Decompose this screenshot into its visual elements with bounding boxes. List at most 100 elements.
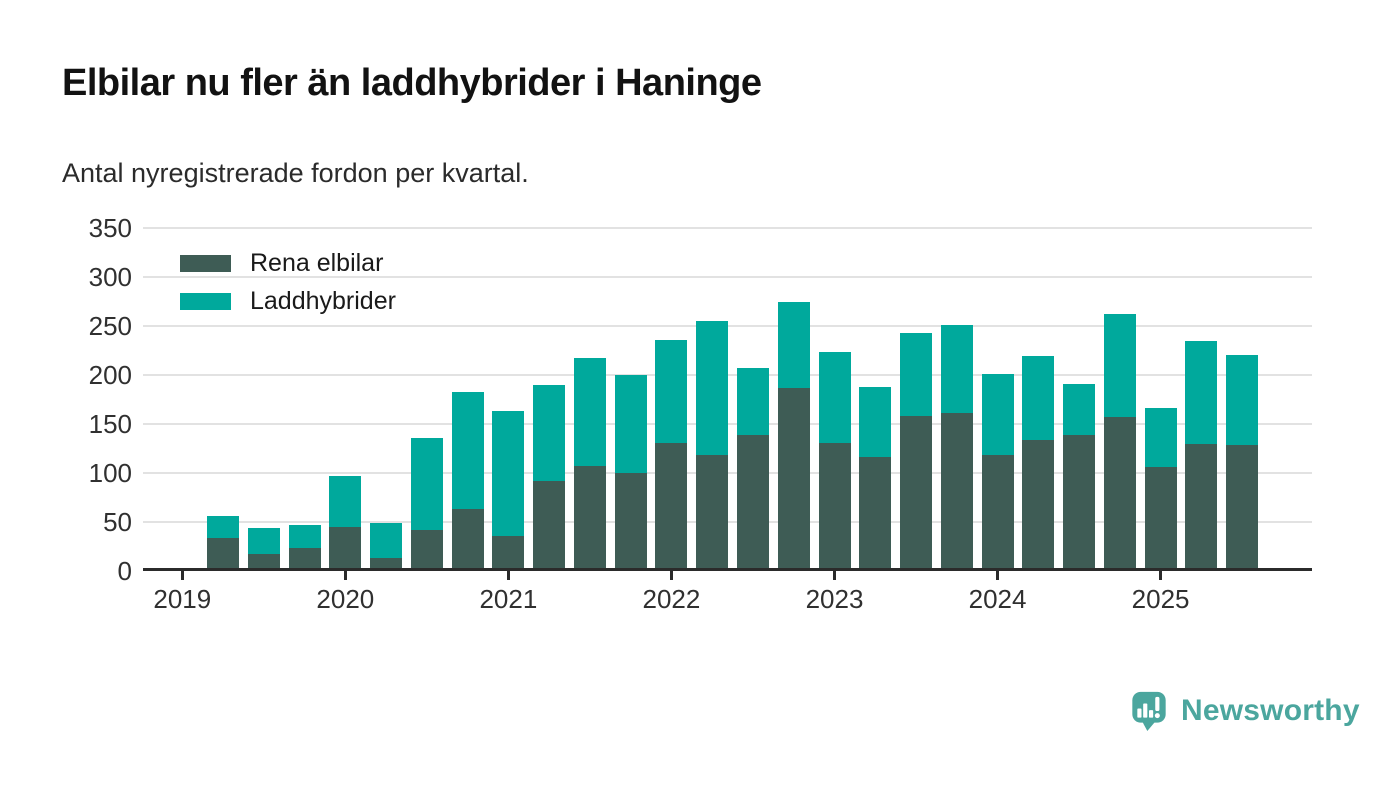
bar-segment-laddhybrider bbox=[1226, 355, 1259, 445]
y-axis-label-0: 0 bbox=[117, 556, 132, 586]
bar-segment-laddhybrider bbox=[736, 368, 769, 435]
x-axis-line bbox=[143, 568, 1312, 571]
bar-segment-laddhybrider bbox=[533, 384, 566, 481]
bar-segment-laddhybrider bbox=[655, 339, 688, 443]
bar-2022-q2 bbox=[696, 321, 729, 571]
bar-segment-rena-elbilar bbox=[859, 457, 892, 571]
bar-2020-q3 bbox=[410, 437, 443, 571]
bar-segment-rena-elbilar bbox=[533, 480, 566, 571]
y-axis-label-350: 350 bbox=[88, 213, 132, 243]
bar-2022-q1 bbox=[655, 339, 688, 571]
bar-2021-q3 bbox=[573, 358, 606, 571]
bar-2021-q1 bbox=[492, 411, 525, 571]
brand-name: Newsworthy bbox=[1181, 694, 1360, 727]
bar-segment-laddhybrider bbox=[777, 301, 810, 388]
bar-2025-q3 bbox=[1226, 355, 1259, 571]
y-axis-label-50: 50 bbox=[103, 507, 132, 537]
bar-2024-q4 bbox=[1103, 314, 1136, 571]
bar-2023-q2 bbox=[859, 386, 892, 571]
bar-segment-laddhybrider bbox=[247, 527, 280, 555]
legend-label: Laddhybrider bbox=[250, 287, 396, 315]
x-axis-tick-2024 bbox=[996, 571, 1000, 580]
bar-segment-laddhybrider bbox=[1063, 383, 1096, 435]
bar-segment-laddhybrider bbox=[410, 437, 443, 530]
plot-area bbox=[143, 227, 1312, 571]
bar-segment-rena-elbilar bbox=[1144, 467, 1177, 571]
bar-segment-laddhybrider bbox=[329, 475, 362, 527]
y-axis-label-100: 100 bbox=[88, 458, 132, 488]
newsworthy-brand: Newsworthy bbox=[1129, 690, 1360, 732]
bar-2021-q4 bbox=[614, 375, 647, 571]
bar-2023-q4 bbox=[940, 325, 973, 571]
bar-2020-q4 bbox=[451, 391, 484, 571]
x-axis-label-2023: 2023 bbox=[805, 584, 864, 614]
bar-2020-q2 bbox=[370, 523, 403, 571]
bar-2025-q1 bbox=[1144, 408, 1177, 571]
bar-segment-rena-elbilar bbox=[1022, 439, 1055, 571]
gridline-y-350 bbox=[143, 227, 1312, 229]
bar-segment-laddhybrider bbox=[981, 374, 1014, 456]
bar-2019-q4 bbox=[288, 524, 321, 571]
legend: Rena elbilar Laddhybrider bbox=[180, 249, 396, 327]
bar-segment-rena-elbilar bbox=[696, 455, 729, 571]
x-axis-tick-2023 bbox=[833, 571, 836, 580]
x-axis-label-2020: 2020 bbox=[316, 584, 375, 614]
bar-segment-rena-elbilar bbox=[1063, 434, 1096, 571]
bar-segment-rena-elbilar bbox=[329, 526, 362, 571]
chart-title: Elbilar nu fler än laddhybrider i Haning… bbox=[62, 62, 762, 104]
x-axis-tick-2021 bbox=[506, 571, 510, 580]
bar-segment-laddhybrider bbox=[1144, 408, 1177, 468]
bar-2024-q2 bbox=[1022, 356, 1055, 571]
bar-2019-q2 bbox=[207, 516, 240, 571]
bar-segment-rena-elbilar bbox=[818, 442, 851, 571]
legend-item-rena-elbilar: Rena elbilar bbox=[180, 249, 396, 277]
bar-segment-rena-elbilar bbox=[1226, 444, 1259, 571]
bar-2020-q1 bbox=[329, 475, 362, 571]
bar-2023-q1 bbox=[818, 351, 851, 571]
bar-segment-laddhybrider bbox=[900, 332, 933, 417]
bar-2025-q2 bbox=[1185, 340, 1218, 571]
bar-2024-q3 bbox=[1063, 383, 1096, 571]
gridline-y-300 bbox=[143, 276, 1312, 278]
bar-segment-rena-elbilar bbox=[451, 509, 484, 571]
newsworthy-pin-barchart-icon bbox=[1132, 691, 1166, 731]
bar-2021-q2 bbox=[533, 384, 566, 571]
bar-segment-laddhybrider bbox=[940, 325, 973, 414]
bar-segment-rena-elbilar bbox=[614, 473, 647, 571]
bar-segment-laddhybrider bbox=[696, 321, 729, 456]
legend-item-laddhybrider: Laddhybrider bbox=[180, 287, 396, 315]
y-axis-label-300: 300 bbox=[88, 262, 132, 292]
x-axis-tick-2022 bbox=[669, 571, 673, 580]
x-axis-label-2021: 2021 bbox=[479, 584, 538, 614]
bar-segment-laddhybrider bbox=[492, 411, 525, 536]
bar-segment-rena-elbilar bbox=[981, 455, 1014, 571]
bar-segment-rena-elbilar bbox=[900, 416, 933, 571]
bar-segment-rena-elbilar bbox=[1185, 443, 1218, 571]
legend-swatch-laddhybrider bbox=[180, 293, 231, 310]
bar-segment-laddhybrider bbox=[1022, 356, 1055, 440]
bar-segment-rena-elbilar bbox=[940, 413, 973, 571]
legend-swatch-elbilar bbox=[180, 255, 231, 272]
x-axis-tick-2019 bbox=[180, 571, 184, 580]
bar-2022-q4 bbox=[777, 301, 810, 571]
bar-segment-rena-elbilar bbox=[736, 434, 769, 571]
bar-segment-rena-elbilar bbox=[247, 554, 280, 571]
bar-segment-rena-elbilar bbox=[1103, 417, 1136, 571]
bar-segment-rena-elbilar bbox=[492, 535, 525, 571]
x-axis-tick-2025 bbox=[1159, 571, 1163, 580]
x-axis-label-2022: 2022 bbox=[642, 584, 701, 614]
bar-segment-laddhybrider bbox=[451, 391, 484, 510]
bar-2023-q3 bbox=[900, 332, 933, 571]
bar-segment-rena-elbilar bbox=[777, 387, 810, 571]
bar-2019-q3 bbox=[247, 527, 280, 571]
legend-label: Rena elbilar bbox=[250, 249, 384, 277]
y-axis-label-200: 200 bbox=[88, 360, 132, 390]
bar-segment-rena-elbilar bbox=[573, 466, 606, 571]
bar-segment-laddhybrider bbox=[1185, 340, 1218, 444]
x-axis-label-2025: 2025 bbox=[1131, 584, 1190, 614]
x-axis-label-2024: 2024 bbox=[968, 584, 1027, 614]
bar-2022-q3 bbox=[736, 368, 769, 571]
bar-segment-laddhybrider bbox=[207, 516, 240, 538]
bar-2024-q1 bbox=[981, 374, 1014, 571]
